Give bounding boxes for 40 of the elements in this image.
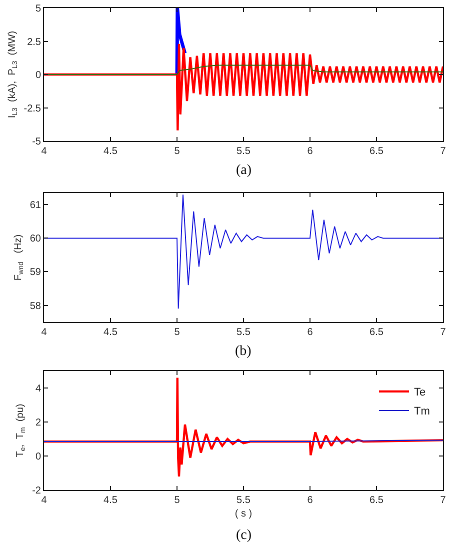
x-tick-label: 7 [440,327,446,338]
x-tick-label: 5.5 [236,146,251,157]
y-tick-label: -5 [32,136,42,148]
y-tick-label: 0 [35,452,42,462]
x-tick-label: 4.5 [104,495,118,506]
x-tick-label: 7 [440,495,446,506]
y-tick-label: 60 [30,234,42,245]
x-tick-label: 6.5 [370,327,384,338]
x-tick-label: 5.5 [236,495,251,506]
y-tick-label: -2.5 [24,103,42,114]
x-tick-label: 6 [307,495,314,506]
x-axis-title: ( s ) [234,508,252,520]
x-tick-label: 6 [307,327,314,338]
x-tick-label: 5.5 [236,327,251,338]
text: (a) [236,163,252,178]
y-tick-label: 2 [35,418,42,428]
legend-label: Te [414,386,426,399]
y-tick-label: 0 [35,70,42,81]
x-tick-label: 4.5 [104,146,118,157]
line-series [44,376,443,478]
y-tick-label: 58 [30,300,42,312]
x-tick-label: 5 [174,146,180,157]
x-tick-label: 6.5 [370,495,384,506]
line-series [175,8,187,76]
x-tick-label: 6 [307,146,314,157]
y-tick-label: 61 [30,200,42,212]
line-series [44,42,443,132]
y-tick-label: 59 [30,267,42,278]
y-tick-label: 2.5 [27,36,42,48]
text: (b) [235,344,252,359]
x-tick-label: 5 [174,495,180,506]
x-tick-label: 6.5 [370,146,384,157]
x-tick-label: 4.5 [104,327,118,338]
y-tick-label: 4 [35,384,42,394]
text: (c) [236,528,252,543]
y-tick-label: 5 [35,4,42,14]
x-tick-label: 5 [174,327,180,338]
y-tick-label: -2 [32,486,42,496]
legend-label: Tm [414,406,430,418]
x-tick-label: 7 [440,146,446,157]
